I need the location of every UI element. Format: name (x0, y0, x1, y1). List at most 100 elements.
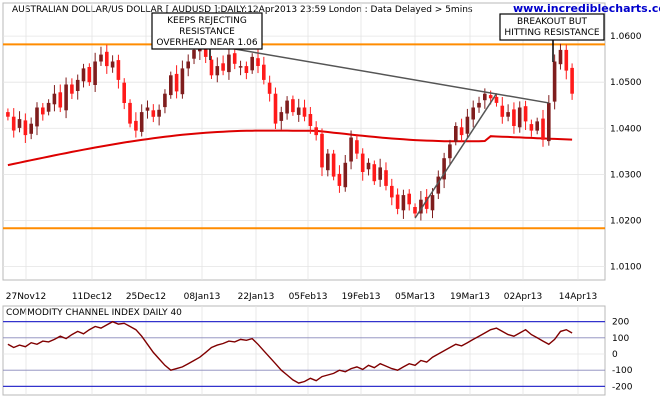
candle-body (471, 107, 475, 120)
candle-body (378, 167, 382, 180)
candle-body (517, 107, 522, 128)
annotation-left-line-3: OVERHEAD NEAR 1.06 (156, 38, 257, 48)
candle-body (384, 170, 388, 186)
candle-body (110, 61, 115, 68)
candle-body (320, 133, 324, 168)
candle-body (349, 137, 353, 162)
cci-tick-label: 0 (612, 350, 618, 360)
candle-body (500, 105, 505, 117)
candle-body (151, 110, 156, 117)
candle-body (366, 162, 371, 170)
candle-body (122, 82, 126, 103)
uptrend-line (414, 93, 498, 219)
candle-body (81, 68, 86, 82)
candle-body (105, 51, 109, 67)
date-tick-label: 19Mar13 (450, 292, 490, 302)
candle-body (203, 44, 208, 57)
candle-body (459, 127, 464, 136)
candle-body (273, 93, 278, 124)
trend-lines (199, 42, 549, 219)
date-tick-label: 05Mar13 (395, 292, 435, 302)
candle-body (442, 158, 446, 180)
candle-body (291, 99, 295, 113)
candle-body (506, 112, 510, 117)
candle-body (169, 75, 173, 96)
candle-body (331, 153, 336, 177)
candle-body (180, 68, 185, 95)
annotation-left-line-2: RESISTANCE (179, 27, 235, 37)
candle-body (355, 140, 359, 154)
candle-body (256, 58, 260, 66)
annotation-left-line-1: KEEPS REJECTING (167, 16, 247, 26)
candle-body (302, 107, 307, 117)
annotation-right-box (499, 13, 605, 41)
candlesticks (6, 39, 574, 221)
candle-body (390, 185, 394, 198)
date-tick-label: 22Jan13 (238, 292, 275, 302)
candle-body (494, 96, 499, 103)
candle-body (41, 107, 45, 115)
main-panel-frame (2, 2, 606, 281)
date-tick-label: 27Nov12 (6, 292, 46, 302)
candle-body (448, 144, 452, 159)
candle-body (87, 67, 92, 83)
candle-body (552, 61, 557, 102)
candle-body (64, 84, 68, 111)
main-grid (3, 3, 605, 280)
candle-body (314, 127, 318, 136)
candle-body (52, 93, 57, 105)
candle-body (483, 93, 487, 101)
candle-body (465, 116, 470, 134)
chart-title: AUSTRALIAN DOLLAR/US DOLLAR [ AUDUSD ]:D… (12, 5, 473, 15)
candle-body (267, 82, 272, 94)
candle-body (337, 173, 342, 186)
moving-average (7, 129, 573, 167)
candle-body (116, 60, 121, 80)
price-tick-label: 1.0300 (610, 170, 642, 180)
candle-body (512, 109, 516, 126)
annotation-right: BREAKOUT BUT HITTING RESISTANCE (499, 13, 605, 62)
candle-body (99, 54, 103, 62)
date-axis: 27Nov12 11Dec12 25Dec12 08Jan13 22Jan13 05Feb… (6, 292, 597, 302)
candle-body (308, 114, 313, 126)
candle-body (326, 153, 330, 171)
candle-body (558, 49, 563, 65)
candle-body (570, 67, 574, 94)
candle-body (232, 53, 237, 64)
candle-body (535, 121, 539, 131)
candle-body (401, 195, 406, 211)
candle-body (29, 123, 33, 134)
candle-body (343, 162, 348, 188)
candle-body (279, 112, 284, 121)
candle-body (413, 207, 417, 214)
candle-body (296, 107, 301, 115)
candle-body (134, 120, 138, 131)
date-tick-label: 08Jan13 (184, 292, 221, 302)
candle-body (244, 66, 249, 73)
downtrend-line (199, 42, 549, 104)
moving-average-line (7, 129, 573, 167)
price-tick-label: 1.0100 (610, 262, 642, 272)
candle-body (372, 164, 377, 182)
candle-body (93, 61, 97, 85)
candle-body (192, 49, 196, 59)
candle-body (186, 61, 190, 69)
cci-panel-frame (2, 305, 606, 396)
cci-tick-label: 200 (612, 318, 629, 328)
cci-axis: 200 100 0 -100 -200 (612, 318, 633, 393)
annotation-right-line-2: HITTING RESISTANCE (504, 28, 599, 38)
candle-body (454, 126, 458, 142)
date-tick-label: 19Feb13 (342, 292, 381, 302)
cci-series (7, 320, 573, 384)
candle-body (23, 120, 28, 136)
candle-body (128, 102, 132, 124)
date-tick-label: 05Feb13 (289, 292, 328, 302)
candle-body (541, 118, 545, 140)
cci-tick-label: -200 (612, 382, 633, 392)
price-tick-label: 1.0400 (610, 124, 642, 134)
annotation-left-box (151, 12, 263, 50)
candle-body (547, 102, 551, 142)
candle-body (221, 63, 225, 71)
candle-body (145, 107, 150, 111)
